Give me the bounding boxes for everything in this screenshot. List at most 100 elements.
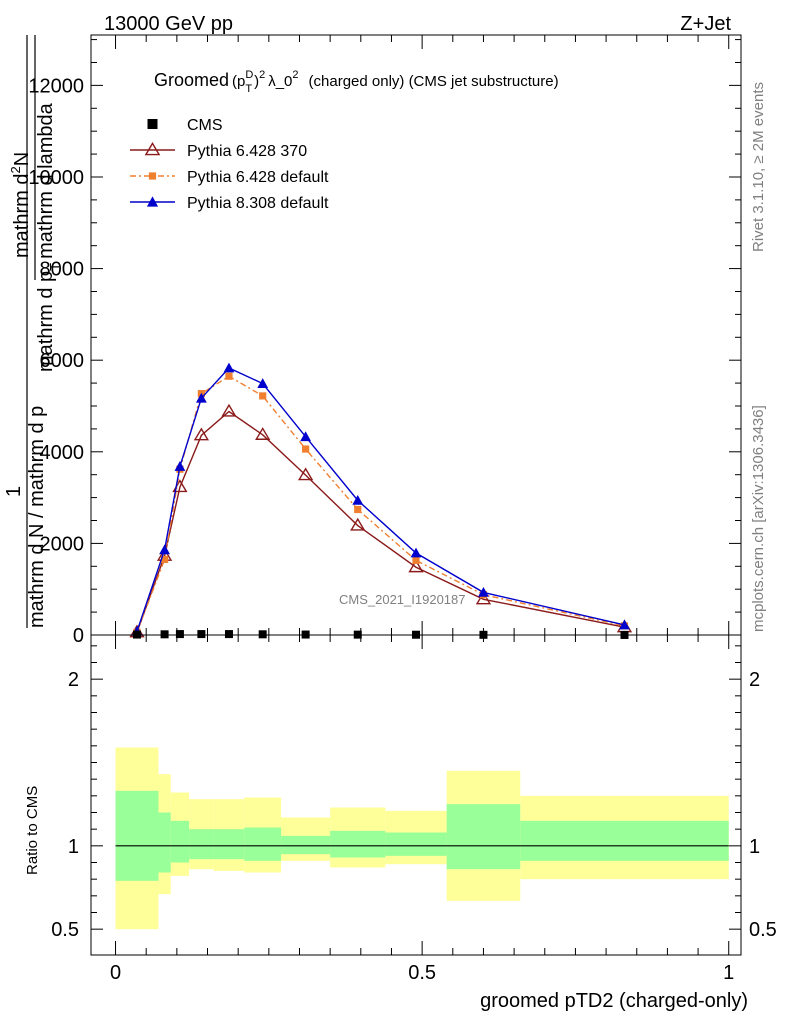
title-prefix: Groomed xyxy=(154,70,229,90)
plot-title: Groomed (pD T)2 λ_02 (charged only) (CMS jet… xyxy=(154,69,559,95)
series-1 xyxy=(129,403,633,638)
series-line-2 xyxy=(136,375,625,633)
title-lambda: λ_0 xyxy=(268,73,292,90)
main-y-tick-label: 10000 xyxy=(28,167,84,189)
data-point-0 xyxy=(197,630,206,639)
data-point-2 xyxy=(302,445,310,453)
data-point-1 xyxy=(193,427,210,441)
ratio-inner-band-bin xyxy=(115,790,159,881)
series-3 xyxy=(131,362,630,636)
legend: CMS Pythia 6.428 370 Pythia 6.428 default P… xyxy=(130,117,329,212)
ylabel-num-n: N xyxy=(11,152,33,166)
ylabel-num-bottom: mathrm d pTmathrm d lambda xyxy=(35,102,62,372)
main-y-tick-label: 12000 xyxy=(28,75,84,97)
data-point-0 xyxy=(160,630,169,639)
title-sup-2b: 2 xyxy=(292,69,298,81)
ratio-x-tick-label: 0.5 xyxy=(408,962,436,984)
ratio-axis-ticks: 0.5 0.5 1 1 2 2 0 0.5 1 xyxy=(51,635,777,984)
ratio-x-tick-label: 1 xyxy=(723,962,734,984)
ratio-inner-band-bin xyxy=(385,832,447,856)
mcplots-label: mcplots.cern.ch [arXiv:1306.3436] xyxy=(750,405,767,632)
ratio-x-tick-label: 0 xyxy=(110,962,121,984)
ratio-y-tick-label-left: 0.5 xyxy=(51,919,79,941)
ratio-inner-band-bin xyxy=(158,812,171,873)
data-point-1 xyxy=(297,467,314,481)
data-point-2 xyxy=(259,392,267,400)
data-point-0 xyxy=(175,630,184,639)
data-point-3 xyxy=(223,362,235,373)
main-y-tick-label: 4000 xyxy=(40,442,85,464)
data-point-1 xyxy=(221,403,237,417)
data-point-3 xyxy=(300,431,312,442)
legend-label-2: Pythia 6.428 default xyxy=(187,169,329,186)
data-point-3 xyxy=(352,494,364,505)
data-point-3 xyxy=(619,619,630,630)
header-energy-label: 13000 GeV pp xyxy=(104,13,233,35)
ylabel-one: 1 xyxy=(3,486,25,497)
header-process-label: Z+Jet xyxy=(680,13,731,35)
ylabel-num-d: mathrm d xyxy=(11,174,33,258)
ratio-plot-frame xyxy=(90,634,742,956)
ylabel-num-end: mathrm d lambda xyxy=(35,102,57,258)
ratio-inner-band-bin xyxy=(281,835,331,855)
ratio-y-tick-label-right: 2 xyxy=(749,669,760,691)
ratio-inner-band-bin xyxy=(213,829,245,860)
data-point-3 xyxy=(410,547,422,558)
legend-marker-2 xyxy=(148,172,157,180)
rivet-version-label: Rivet 3.1.10, ≥ 2M events xyxy=(750,82,767,252)
ratio-inner-band-bin xyxy=(520,820,729,861)
title-sub-t: T xyxy=(245,83,252,95)
ratio-inner-band-bin xyxy=(244,827,282,861)
ylabel-num-dp: mathrm d p xyxy=(35,271,57,372)
data-point-1 xyxy=(350,517,366,531)
ratio-y-tick-label-left: 1 xyxy=(68,836,79,858)
ratio-y-tick-label-right: 0.5 xyxy=(749,919,777,941)
ratio-inner-band-bin xyxy=(170,820,190,863)
legend-label-3: Pythia 8.308 default xyxy=(187,195,329,212)
main-y-tick-label: 6000 xyxy=(40,350,85,372)
ratio-inner-band-bin xyxy=(446,804,521,870)
ylabel-num-sup: 2 xyxy=(8,166,23,173)
title-sup-2: 2 xyxy=(259,69,265,81)
analysis-watermark: CMS_2021_I1920187 xyxy=(339,592,466,607)
main-axis-ticks: 0 2000 4000 6000 8000 10000 12000 xyxy=(28,35,741,647)
legend-marker-3 xyxy=(146,196,159,207)
data-point-3 xyxy=(257,378,269,388)
main-y-axis-label: 1 mathrm d N / mathrm d p mathrm d2N mat… xyxy=(3,35,62,628)
data-point-3 xyxy=(159,544,170,555)
data-point-1 xyxy=(408,559,424,573)
legend-label-0: CMS xyxy=(187,117,223,134)
data-point-3 xyxy=(195,392,207,403)
data-point-0 xyxy=(258,630,267,639)
x-axis-label: groomed pTD2 (charged-only) xyxy=(480,990,748,1012)
legend-label-1: Pythia 6.428 370 xyxy=(187,143,307,160)
ylabel-denominator: mathrm d N / mathrm d p xyxy=(26,406,48,628)
main-y-tick-label: 8000 xyxy=(40,259,85,281)
title-p: (p xyxy=(232,73,245,90)
data-point-2 xyxy=(160,555,169,564)
data-point-3 xyxy=(478,587,489,597)
ratio-plot-panel: 0.5 0.5 1 1 2 2 0 0.5 1 xyxy=(51,634,777,984)
ratio-uncertainty-bands xyxy=(115,747,729,930)
ylabel-num-top: mathrm d2N xyxy=(8,152,33,258)
legend-marker-0 xyxy=(147,119,158,129)
series-line-1 xyxy=(136,410,625,633)
ratio-inner-band-bin xyxy=(330,830,386,858)
ratio-y-axis-label: Ratio to CMS xyxy=(24,786,41,875)
main-y-tick-label: 0 xyxy=(73,625,84,647)
ratio-y-tick-label-right: 1 xyxy=(749,836,760,858)
ylabel-num-sub: T xyxy=(47,263,62,271)
legend-marker-1 xyxy=(144,142,161,156)
title-rest: (charged only) (CMS jet substructure) xyxy=(309,73,559,90)
data-point-2 xyxy=(412,556,420,564)
title-close: ) xyxy=(254,73,259,90)
main-y-tick-label: 2000 xyxy=(40,533,85,555)
data-point-3 xyxy=(174,461,186,471)
data-point-0 xyxy=(224,630,233,639)
ratio-y-tick-label-left: 2 xyxy=(68,669,79,691)
title-sup-d: D xyxy=(245,69,253,81)
ratio-inner-band-bin xyxy=(189,829,214,860)
data-point-2 xyxy=(354,505,362,514)
